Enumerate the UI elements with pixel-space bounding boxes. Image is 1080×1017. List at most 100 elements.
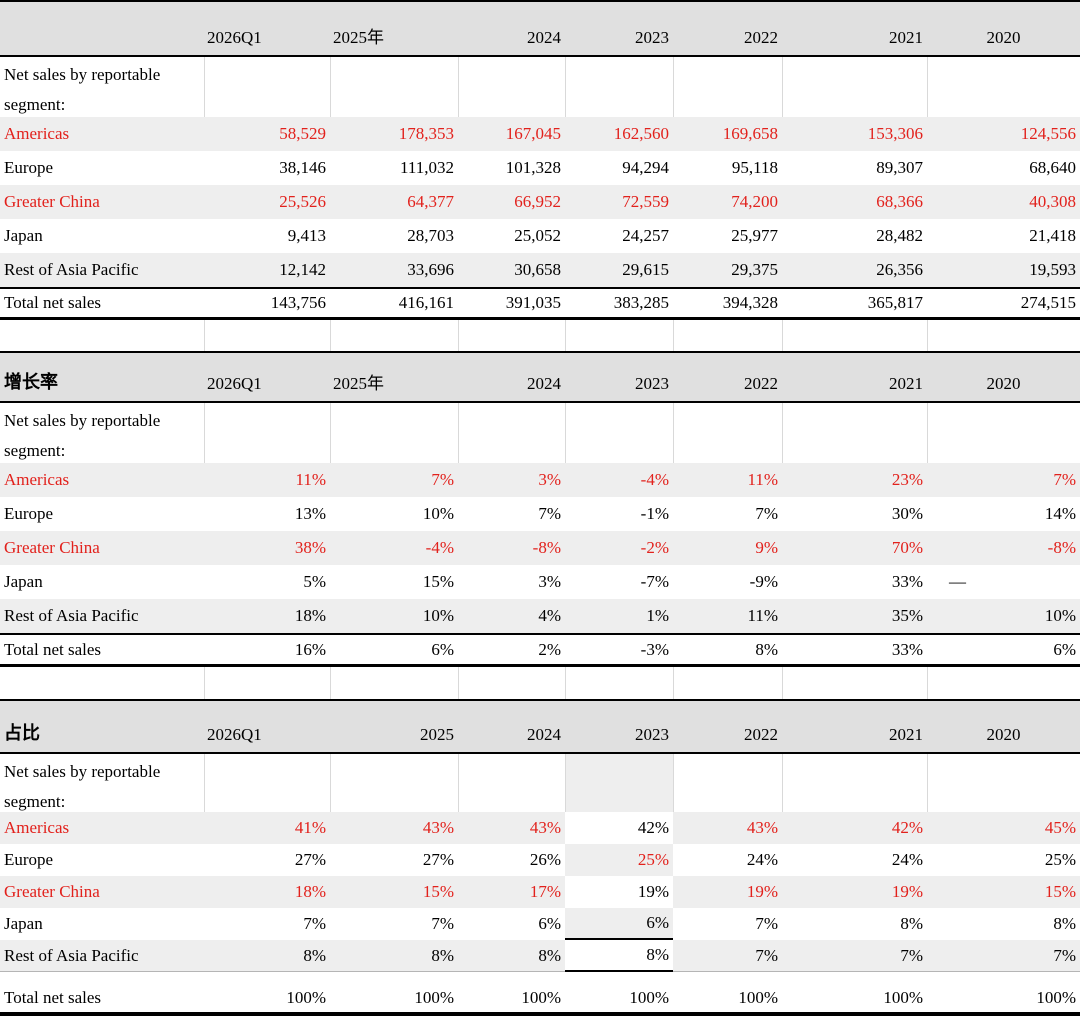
cell-greater-china-2023: -2% [565, 531, 673, 565]
cell-greater-china-2023: 19% [565, 876, 673, 908]
total-cell-2023: 383,285 [565, 289, 673, 317]
section-label-share: Net sales by reportable segment: [0, 754, 204, 812]
col-header-2022: 2022 [744, 725, 778, 744]
cell-greater-china-2022: 19% [673, 876, 782, 908]
total-cell-2021: 365,817 [782, 289, 927, 317]
section-cell-2024 [458, 57, 565, 117]
spacer-cell-2023 [565, 667, 673, 699]
col-header-2023: 2023 [635, 725, 669, 744]
cell-greater-china-2026q1: 18% [204, 876, 330, 908]
spacer-cell-label [0, 320, 204, 351]
spacer-cell-2023 [565, 320, 673, 351]
spacer-cell-2021 [782, 667, 927, 699]
row-label-americas: Americas [0, 463, 204, 497]
cell-europe-2020: 68,640 [927, 151, 1080, 185]
cell-americas-2025: 7% [330, 463, 458, 497]
cell-americas-2023: 42% [565, 812, 673, 844]
spacer-cell-2021 [782, 320, 927, 351]
section-cell-2020 [927, 57, 1080, 117]
section-label-growth-rate: Net sales by reportable segment: [0, 403, 204, 463]
total-cell-2020: 6% [927, 635, 1080, 664]
row-greater-china: Greater China 18% 15% 17% 19% 19% 19% 15% [0, 876, 1080, 908]
cell-rest-of-asia-pacific-2022: 11% [673, 599, 782, 633]
header-row-share: 占比 2026Q1 2025 2024 2023 2022 2021 2020 [0, 699, 1080, 754]
total-label-share: Total net sales [0, 984, 204, 1012]
col-header-2022: 2022 [744, 28, 778, 47]
col-header-2025: 2025年 [333, 374, 384, 393]
spacer-row-growth-rate [0, 667, 1080, 699]
spacer-cell-2025 [330, 667, 458, 699]
cell-japan-2025: 28,703 [330, 219, 458, 253]
cell-europe-2021: 89,307 [782, 151, 927, 185]
cell-europe-2020: 25% [927, 844, 1080, 876]
row-japan: Japan 5% 15% 3% -7% -9% 33% — [0, 565, 1080, 599]
cell-rest-of-asia-pacific-2024: 4% [458, 599, 565, 633]
section-cell-2025 [330, 57, 458, 117]
spacer-cell-2024 [458, 320, 565, 351]
section-cell-2026q1 [204, 403, 330, 463]
cell-rest-of-asia-pacific-2026q1: 12,142 [204, 253, 330, 287]
cell-europe-2026q1: 13% [204, 497, 330, 531]
section-cell-2020 [927, 754, 1080, 812]
row-europe: Europe 13% 10% 7% -1% 7% 30% 14% [0, 497, 1080, 531]
row-greater-china: Greater China 25,526 64,377 66,952 72,559 74,… [0, 185, 1080, 219]
cell-rest-of-asia-pacific-2023: 8% [565, 940, 673, 972]
total-cell-2023: 100% [565, 984, 673, 1012]
section-cell-2025 [330, 403, 458, 463]
section-cell-2026q1 [204, 754, 330, 812]
cell-europe-2024: 101,328 [458, 151, 565, 185]
cell-rest-of-asia-pacific-2021: 26,356 [782, 253, 927, 287]
row-rest-of-asia-pacific: Rest of Asia Pacific 18% 10% 4% 1% 11% 35% 10% [0, 599, 1080, 633]
total-cell-2026q1: 100% [204, 984, 330, 1012]
cell-rest-of-asia-pacific-2022: 7% [673, 940, 782, 972]
total-cell-2025: 416,161 [330, 289, 458, 317]
section-cell-2021 [782, 403, 927, 463]
cell-rest-of-asia-pacific-2023: 29,615 [565, 253, 673, 287]
total-cell-2024: 391,035 [458, 289, 565, 317]
cell-europe-2025: 27% [330, 844, 458, 876]
section-cell-2024 [458, 754, 565, 812]
cell-japan-2022: 25,977 [673, 219, 782, 253]
cell-americas-2020: 7% [927, 463, 1080, 497]
col-header-2020: 2020 [986, 374, 1021, 393]
cell-americas-2025: 43% [330, 812, 458, 844]
cell-rest-of-asia-pacific-2020: 19,593 [927, 253, 1080, 287]
row-label-rest-of-asia-pacific: Rest of Asia Pacific [0, 253, 204, 287]
spacer-cell-2025 [330, 320, 458, 351]
section-cell-2023 [565, 403, 673, 463]
cell-greater-china-2024: 66,952 [458, 185, 565, 219]
col-header-2021: 2021 [889, 374, 923, 393]
col-header-2024: 2024 [527, 725, 561, 744]
cell-europe-2023: 94,294 [565, 151, 673, 185]
cell-rest-of-asia-pacific-2020: 10% [927, 599, 1080, 633]
section-cell-2021 [782, 754, 927, 812]
spacer-cell-2026q1 [204, 320, 330, 351]
section-row-growth-rate: Net sales by reportable segment: [0, 403, 1080, 463]
section-label-net-sales: Net sales by reportable segment: [0, 57, 204, 117]
table-title-share: 占比 [4, 723, 40, 743]
cell-japan-2024: 25,052 [458, 219, 565, 253]
total-cell-2024: 2% [458, 635, 565, 664]
total-cell-2020: 100% [927, 984, 1080, 1012]
col-header-2025: 2025 [420, 725, 454, 744]
cell-greater-china-2024: -8% [458, 531, 565, 565]
cell-europe-2023: 25% [565, 844, 673, 876]
section-cell-2022 [673, 754, 782, 812]
cell-japan-2020: 21,418 [927, 219, 1080, 253]
section-cell-2021 [782, 57, 927, 117]
col-header-2020: 2020 [986, 725, 1021, 744]
cell-greater-china-2021: 68,366 [782, 185, 927, 219]
cell-europe-2022: 7% [673, 497, 782, 531]
row-label-americas: Americas [0, 117, 204, 151]
cell-rest-of-asia-pacific-2026q1: 18% [204, 599, 330, 633]
cell-europe-2024: 26% [458, 844, 565, 876]
col-header-2024: 2024 [527, 374, 561, 393]
cell-greater-china-2025: 64,377 [330, 185, 458, 219]
row-americas: Americas 41% 43% 43% 42% 43% 42% 45% [0, 812, 1080, 844]
total-cell-2022: 100% [673, 984, 782, 1012]
cell-rest-of-asia-pacific-2024: 30,658 [458, 253, 565, 287]
cell-americas-2020: 124,556 [927, 117, 1080, 151]
total-gap [0, 972, 1080, 984]
cell-rest-of-asia-pacific-2025: 10% [330, 599, 458, 633]
